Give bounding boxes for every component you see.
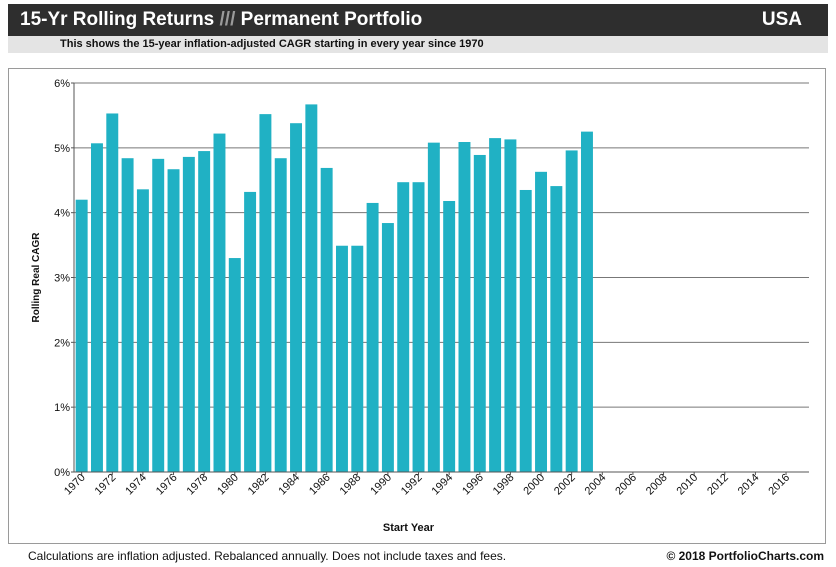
bar-2003: [580, 131, 593, 472]
x-tick-label: 1972: [93, 472, 119, 498]
y-tick-label: 5%: [54, 143, 70, 155]
bar-1977: [182, 156, 195, 472]
x-tick-label: 2002: [552, 472, 578, 498]
bar-1971: [90, 143, 103, 473]
x-tick-label: 2004: [583, 472, 609, 498]
bar-1978: [198, 151, 211, 472]
x-tick-label: 1984: [276, 472, 302, 498]
x-tick-label: 2014: [736, 472, 762, 498]
bar-1974: [136, 189, 149, 472]
x-tick-label: 2000: [521, 472, 547, 498]
y-tick-label: 3%: [54, 273, 70, 285]
x-tick-label: 1998: [491, 472, 517, 498]
chart-frame: 0% 1% 2% 3% 4% 5% 6% 1970 1972 1974 1976 1978 1980 1…: [8, 68, 826, 544]
axes: [71, 82, 809, 475]
y-tick-label: 0%: [54, 467, 70, 479]
bar-2002: [565, 150, 578, 472]
bar-1996: [473, 154, 486, 472]
bar-1991: [397, 182, 410, 472]
bar-1984: [290, 123, 303, 473]
x-tick-label: 1996: [460, 472, 486, 498]
bar-1988: [351, 245, 364, 472]
title-bar: 15-Yr Rolling Returns /// Permanent Port…: [8, 4, 828, 36]
x-tick-label: 1986: [307, 472, 333, 498]
x-tick-label: 1980: [215, 472, 241, 498]
x-axis-label: Start Year: [383, 522, 435, 534]
bar-1981: [244, 191, 257, 473]
gridlines: [74, 82, 809, 408]
x-tick-label: 2012: [705, 472, 731, 498]
bar-1987: [335, 245, 348, 472]
footer-copyright: © 2018 PortfolioCharts.com: [666, 549, 824, 563]
x-tick-label: 2008: [644, 472, 670, 498]
bar-1973: [121, 158, 134, 472]
y-tick-label: 6%: [54, 78, 70, 90]
bar-1989: [366, 202, 379, 473]
bar-1970: [75, 199, 88, 472]
subtitle: This shows the 15-year inflation-adjuste…: [60, 38, 484, 50]
x-tick-label: 1982: [246, 472, 272, 498]
bar-2001: [550, 186, 563, 472]
portfolio-name: Permanent Portfolio: [240, 9, 423, 30]
bar-1979: [213, 133, 226, 472]
bar-1982: [259, 114, 272, 472]
x-tick-label: 2010: [674, 472, 700, 498]
bar-1999: [519, 189, 532, 472]
bar-1997: [489, 138, 502, 472]
bar-1990: [381, 223, 394, 472]
bar-1993: [427, 142, 440, 472]
x-tick-label: 1988: [338, 472, 364, 498]
subtitle-bar: This shows the 15-year inflation-adjuste…: [8, 36, 828, 53]
y-tick-label: 2%: [54, 337, 70, 349]
bar-1992: [412, 182, 425, 472]
bar-1985: [305, 104, 318, 472]
title-text: 15-Yr Rolling Returns: [20, 9, 215, 30]
footer-note: Calculations are inflation adjusted. Reb…: [28, 549, 507, 563]
x-tick-label: 2016: [766, 472, 792, 498]
x-tick-label: 2006: [613, 472, 639, 498]
country-label: USA: [761, 9, 802, 30]
x-tick-label: 1976: [154, 472, 180, 498]
x-tick-label: 1990: [368, 472, 394, 498]
bar-2000: [535, 171, 548, 472]
bars: [75, 104, 593, 473]
bar-1972: [106, 113, 119, 472]
x-tick-labels: 1970 1972 1974 1976 1978 1980 1982 1984 1986 1988…: [62, 472, 792, 498]
x-tick-label: 1978: [184, 472, 210, 498]
bar-1983: [274, 158, 287, 472]
bar-1986: [320, 167, 333, 472]
bar-1995: [458, 141, 471, 472]
y-tick-labels: 0% 1% 2% 3% 4% 5% 6%: [54, 78, 70, 479]
x-tick-label: 1992: [399, 472, 425, 498]
y-tick-label: 4%: [54, 208, 70, 220]
chart-title: 15-Yr Rolling Returns /// Permanent Port…: [20, 9, 422, 31]
bar-1998: [504, 139, 517, 472]
x-tick-label: 1994: [429, 472, 455, 498]
y-axis-label: Rolling Real CAGR: [31, 232, 42, 323]
x-tick-label: 1974: [123, 472, 149, 498]
bar-1976: [167, 169, 180, 472]
bar-1975: [152, 158, 165, 472]
bar-1994: [443, 200, 456, 472]
bar-chart: 0% 1% 2% 3% 4% 5% 6% 1970 1972 1974 1976 1978 1980 1…: [31, 78, 809, 534]
y-tick-label: 1%: [54, 402, 70, 414]
title-separator: ///: [219, 9, 236, 30]
bar-1980: [228, 258, 241, 472]
